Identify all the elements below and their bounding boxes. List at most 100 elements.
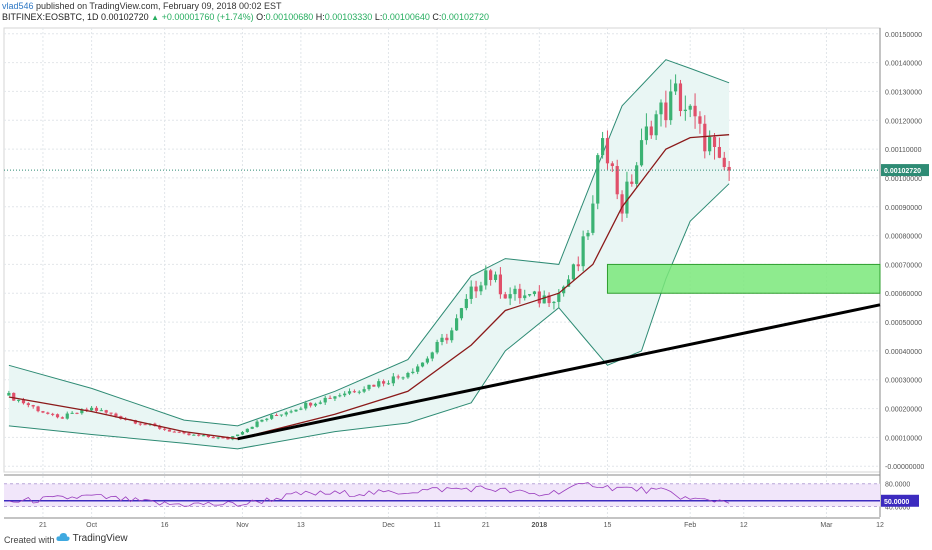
- date-tick-label: 21: [39, 522, 47, 529]
- candle-body: [610, 163, 614, 167]
- candle-body: [46, 412, 50, 414]
- candle-body: [17, 399, 21, 401]
- price-tick-label: 0.00120000: [885, 118, 922, 125]
- candle-body: [333, 396, 337, 399]
- candle-body: [60, 417, 64, 419]
- candle-body: [270, 414, 274, 419]
- date-tick-label: 12: [876, 522, 884, 529]
- candle-body: [683, 109, 687, 112]
- candle-body: [528, 294, 532, 296]
- bollinger-lower-line: [8, 183, 730, 450]
- candle-body: [323, 397, 327, 403]
- date-tick-label: 11: [433, 522, 440, 529]
- trendline[interactable]: [237, 303, 881, 441]
- candle-body: [620, 194, 624, 214]
- candle-body: [182, 431, 186, 434]
- price-tick-label: 0.00070000: [885, 262, 922, 269]
- price-tick-label: 0.00110000: [885, 147, 922, 154]
- candle-body: [484, 270, 488, 286]
- candle-body: [542, 295, 546, 304]
- open-value: 0.00100680: [265, 12, 314, 22]
- candle-body: [274, 414, 279, 416]
- candle-body: [566, 279, 571, 287]
- candle-body: [65, 413, 69, 419]
- tradingview-logo[interactable]: TradingView: [56, 532, 128, 544]
- candle-body: [703, 123, 707, 152]
- candle-body: [338, 395, 342, 397]
- price-chart[interactable]: 0.00150000 0.00140000 0.00130000 0.00120000…: [0, 0, 932, 530]
- date-tick-label: 2018: [532, 522, 548, 529]
- candle-body: [352, 391, 356, 393]
- candle-body: [299, 408, 303, 410]
- candle-body: [260, 419, 264, 422]
- candle-body: [357, 391, 361, 393]
- candle-body: [309, 402, 313, 406]
- date-tick-label: 21: [482, 522, 490, 529]
- support-zone[interactable]: [606, 263, 881, 294]
- candle-body: [12, 392, 16, 401]
- author-link[interactable]: vlad546: [2, 1, 34, 11]
- candle-body: [94, 407, 99, 411]
- candle-body: [382, 381, 386, 384]
- up-triangle-icon: ▲: [151, 13, 160, 22]
- candle-body: [31, 405, 35, 407]
- price-tick-label: -0.00000000: [885, 464, 924, 471]
- candle-body: [90, 407, 94, 411]
- symbol-label: BITFINEX:EOSBTC, 1D: [2, 12, 99, 22]
- candle-body: [639, 140, 644, 166]
- candle-body: [328, 397, 332, 399]
- high-label: H:: [315, 12, 325, 22]
- candle-body: [41, 411, 45, 413]
- date-tick-label: 12: [740, 522, 748, 529]
- candle-body: [7, 392, 11, 396]
- candle-body: [240, 432, 245, 435]
- candle-body: [197, 434, 201, 436]
- candle-body: [508, 294, 512, 299]
- candle-body: [109, 412, 113, 414]
- candle-body: [576, 264, 580, 267]
- candle-body: [216, 437, 220, 439]
- candle-body: [518, 288, 522, 299]
- candle-body: [36, 406, 40, 412]
- price-tick-label: 0.00030000: [885, 378, 922, 385]
- candle-body: [245, 428, 249, 433]
- candle-body: [163, 428, 167, 430]
- candle-body: [255, 421, 259, 427]
- candle-body: [459, 308, 464, 319]
- publish-line: vlad546 published on TradingView.com, Fe…: [2, 1, 282, 12]
- candle-body: [177, 431, 181, 433]
- price-tick-label: 0.00130000: [885, 89, 922, 96]
- candle-body: [250, 426, 254, 429]
- candle-body: [396, 376, 400, 378]
- open-label: O:: [256, 12, 266, 22]
- candle-body: [294, 409, 298, 412]
- date-tick-label: Feb: [684, 522, 696, 529]
- candle-body: [167, 429, 172, 432]
- candle-body: [289, 411, 293, 413]
- candle-body: [649, 126, 653, 136]
- chart-header: vlad546 published on TradingView.com, Fe…: [0, 0, 932, 24]
- candle-body: [143, 424, 147, 426]
- candle-body: [455, 318, 459, 331]
- candle-body: [615, 166, 619, 195]
- candle-body: [513, 288, 517, 295]
- created-with-label: Created with: [4, 535, 55, 545]
- candle-body: [221, 437, 225, 439]
- candle-body: [386, 383, 391, 385]
- candle-body: [503, 294, 507, 299]
- candle-body: [562, 286, 566, 294]
- candle-body: [727, 166, 731, 171]
- candle-body: [318, 402, 322, 404]
- candle-body: [172, 431, 176, 433]
- candle-body: [377, 381, 381, 387]
- close-value: 0.00102720: [441, 12, 489, 22]
- candle-body: [532, 291, 537, 295]
- candle-body: [717, 146, 721, 158]
- candle-body: [420, 362, 425, 367]
- candle-body: [158, 425, 162, 429]
- candle-body: [430, 352, 434, 359]
- candle-body: [498, 274, 502, 295]
- candle-body: [26, 403, 30, 406]
- candle-body: [367, 384, 371, 390]
- candle-body: [489, 270, 493, 280]
